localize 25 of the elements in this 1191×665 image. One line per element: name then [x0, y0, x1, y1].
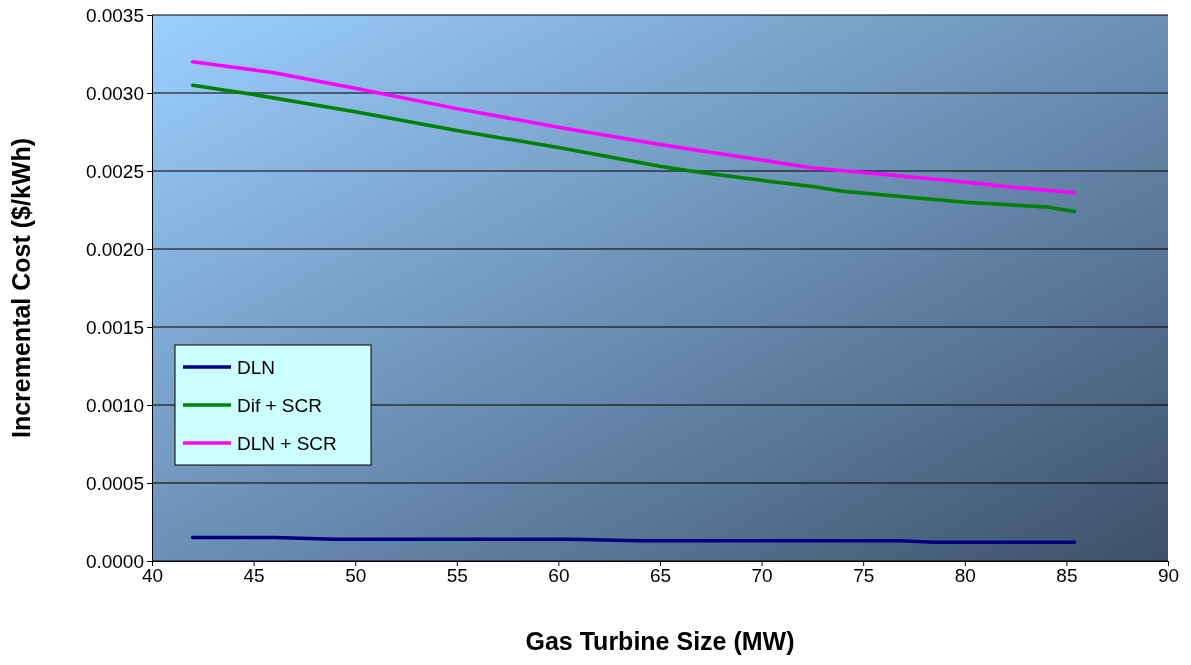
- x-tick-label: 75: [853, 565, 875, 587]
- y-tick-label: 0.0020: [85, 238, 144, 260]
- y-tick-label: 0.0025: [85, 160, 144, 182]
- y-tick-label: 0.0030: [85, 82, 144, 104]
- x-tick-label: 85: [1056, 565, 1078, 587]
- x-tick-label: 55: [446, 565, 468, 587]
- legend-label: DLN + SCR: [237, 433, 337, 454]
- line-series: [190, 60, 1077, 195]
- x-tick-label: 70: [751, 565, 773, 587]
- y-tick-label: 0.0035: [85, 4, 144, 26]
- y-tick-label: 0.0005: [85, 472, 144, 494]
- x-tick-label: 65: [649, 565, 672, 587]
- y-axis-title: Incremental Cost ($/kWh): [7, 137, 35, 439]
- x-tick-label: 45: [243, 565, 265, 587]
- y-tick-label: 0.0010: [85, 394, 144, 416]
- legend-label: DLN: [237, 357, 276, 378]
- y-tick-label: 0.0015: [85, 316, 144, 338]
- x-tick-label: 90: [1157, 565, 1180, 587]
- legend-label: Dif + SCR: [237, 395, 322, 416]
- x-tick-label: 60: [548, 565, 570, 587]
- x-axis-title: Gas Turbine Size (MW): [525, 627, 795, 655]
- y-tick-label: 0.0000: [85, 550, 144, 572]
- x-tick-label: 50: [345, 565, 367, 587]
- x-tick-label: 80: [954, 565, 976, 587]
- line-series: [190, 83, 1077, 214]
